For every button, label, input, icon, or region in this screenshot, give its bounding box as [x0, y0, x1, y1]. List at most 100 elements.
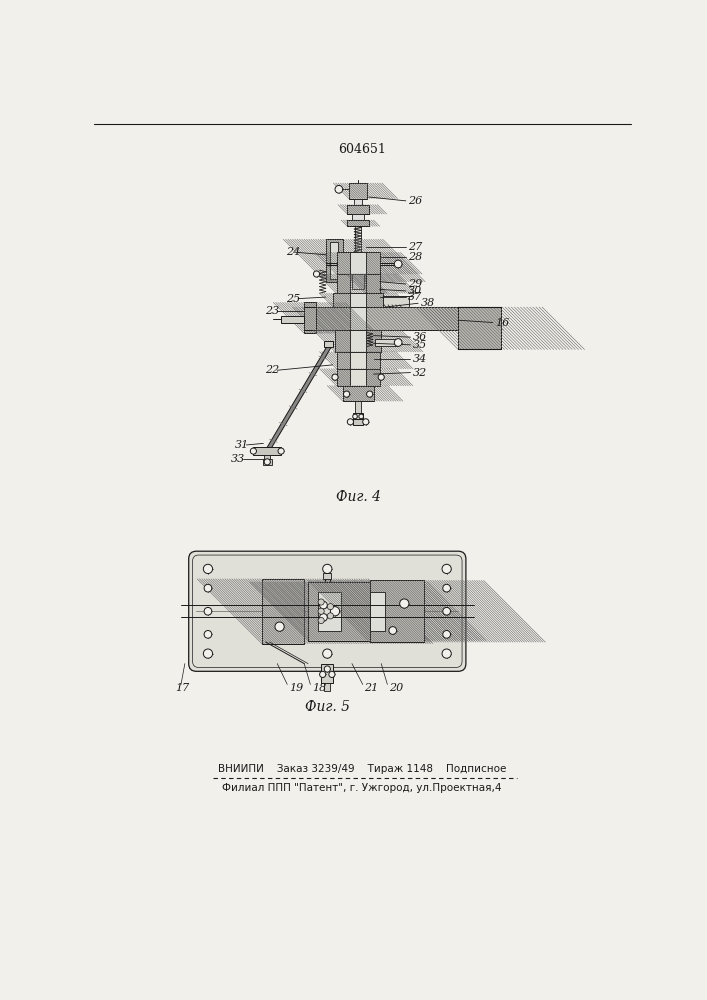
Bar: [354, 199, 362, 205]
Text: 31: 31: [235, 440, 249, 450]
Circle shape: [395, 260, 402, 268]
Circle shape: [366, 391, 373, 397]
Bar: [351, 330, 366, 352]
Circle shape: [204, 564, 213, 574]
Text: 23: 23: [265, 306, 279, 316]
Bar: [349, 183, 368, 199]
Bar: [324, 573, 331, 579]
Circle shape: [389, 627, 397, 634]
Text: 29: 29: [408, 279, 422, 289]
Text: 26: 26: [408, 196, 422, 206]
Text: ВНИИПИ    Заказ 3239/49    Тираж 1148    Подписное: ВНИИПИ Заказ 3239/49 Тираж 1148 Подписно…: [218, 764, 506, 774]
Circle shape: [359, 414, 363, 419]
Bar: [347, 205, 369, 214]
Bar: [308, 582, 370, 641]
Text: Филиал ППП "Патент", г. Ужгород, ул.Проектная,4: Филиал ППП "Патент", г. Ужгород, ул.Прое…: [222, 783, 502, 793]
Bar: [326, 239, 343, 282]
Circle shape: [395, 339, 402, 346]
Circle shape: [353, 414, 357, 419]
Text: 32: 32: [413, 368, 427, 378]
Circle shape: [399, 599, 409, 608]
Bar: [335, 330, 381, 352]
Text: 34: 34: [413, 354, 427, 364]
Circle shape: [322, 564, 332, 574]
Text: 19: 19: [288, 683, 303, 693]
Bar: [325, 341, 334, 347]
Bar: [253, 447, 281, 455]
Circle shape: [443, 584, 450, 592]
Bar: [343, 386, 373, 401]
Text: 35: 35: [413, 340, 427, 350]
Text: 18: 18: [312, 683, 326, 693]
Circle shape: [329, 671, 335, 677]
Bar: [337, 252, 380, 274]
Circle shape: [320, 614, 327, 621]
Bar: [264, 455, 270, 463]
Circle shape: [204, 631, 212, 638]
Text: 20: 20: [389, 683, 403, 693]
Bar: [318, 592, 341, 631]
Text: 21: 21: [364, 683, 378, 693]
Circle shape: [264, 459, 270, 465]
Circle shape: [335, 185, 343, 193]
Circle shape: [325, 666, 330, 672]
Circle shape: [327, 604, 334, 610]
Bar: [337, 369, 380, 386]
Bar: [375, 339, 397, 346]
Text: 28: 28: [408, 252, 422, 262]
Circle shape: [344, 391, 350, 397]
Circle shape: [278, 448, 284, 454]
Bar: [321, 664, 334, 683]
Text: 36: 36: [413, 332, 427, 342]
Circle shape: [275, 622, 284, 631]
Text: 30: 30: [408, 286, 422, 296]
Circle shape: [330, 607, 339, 616]
Bar: [352, 274, 364, 289]
Bar: [382, 296, 409, 307]
Text: 604651: 604651: [338, 143, 386, 156]
Circle shape: [313, 271, 320, 277]
Circle shape: [363, 419, 369, 425]
Bar: [352, 214, 364, 220]
Bar: [330, 242, 338, 279]
Bar: [337, 352, 380, 369]
Bar: [347, 220, 369, 226]
Text: Фиг. 4: Фиг. 4: [336, 490, 380, 504]
Circle shape: [320, 601, 327, 609]
Bar: [347, 220, 369, 226]
Circle shape: [318, 617, 325, 624]
Circle shape: [318, 608, 325, 614]
Text: 27: 27: [408, 242, 422, 252]
Bar: [351, 293, 366, 307]
Circle shape: [443, 607, 450, 615]
Text: Фиг. 5: Фиг. 5: [305, 700, 350, 714]
Circle shape: [322, 649, 332, 658]
Circle shape: [442, 564, 451, 574]
Bar: [353, 413, 363, 419]
Text: 16: 16: [495, 318, 510, 328]
Text: 22: 22: [265, 365, 279, 375]
Circle shape: [327, 613, 334, 619]
Bar: [366, 274, 380, 293]
FancyBboxPatch shape: [189, 551, 466, 671]
Bar: [262, 459, 272, 465]
Text: 38: 38: [421, 298, 435, 308]
Bar: [281, 316, 304, 323]
Circle shape: [332, 374, 338, 380]
Bar: [458, 307, 501, 349]
Bar: [325, 683, 330, 691]
Circle shape: [347, 419, 354, 425]
Bar: [337, 274, 351, 293]
Bar: [334, 293, 382, 307]
Bar: [316, 307, 458, 330]
Bar: [351, 307, 366, 330]
Bar: [355, 401, 361, 416]
Bar: [304, 302, 316, 333]
Circle shape: [442, 649, 451, 658]
Circle shape: [250, 448, 257, 454]
Bar: [353, 419, 363, 425]
Circle shape: [204, 649, 213, 658]
Bar: [370, 592, 385, 631]
Bar: [351, 352, 366, 369]
Text: 17: 17: [175, 683, 189, 693]
